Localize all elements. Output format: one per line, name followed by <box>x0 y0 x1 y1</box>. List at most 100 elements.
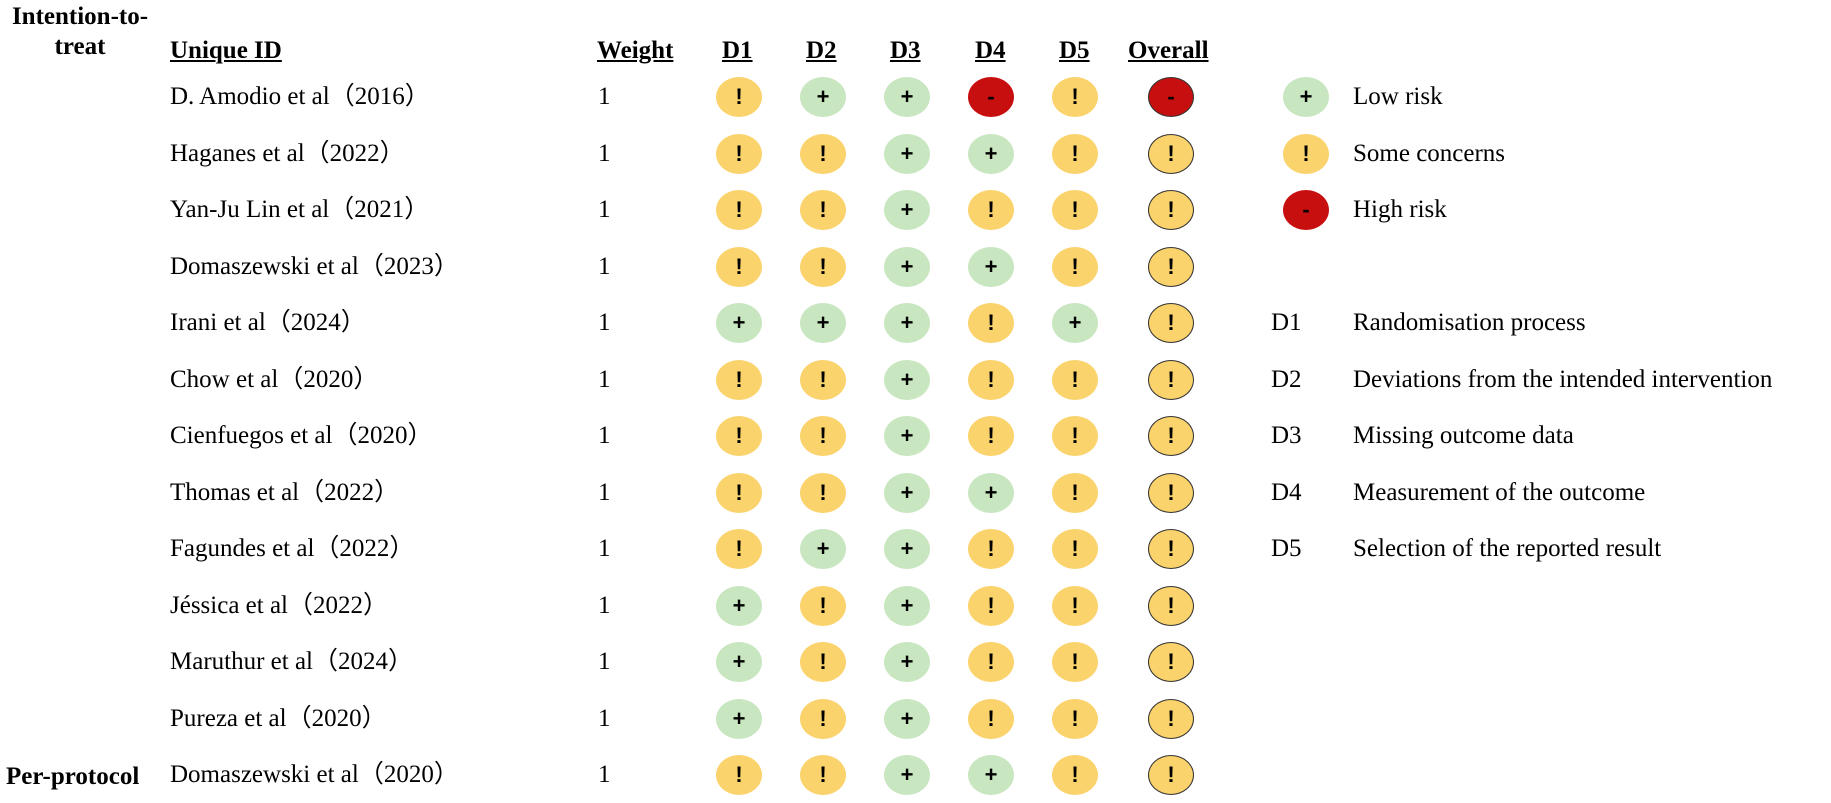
risk-dot-d5: ! <box>1052 133 1098 174</box>
risk-dot-d1: + <box>716 585 762 626</box>
risk-dot-d5: ! <box>1052 585 1098 626</box>
domain-label: Selection of the reported result <box>1353 535 1662 562</box>
study-name: Domaszewski et al（2020） <box>170 761 459 788</box>
risk-dot-d4: ! <box>968 698 1014 739</box>
risk-dot-d2: ! <box>800 246 846 287</box>
risk-dot-d4: + <box>968 133 1014 174</box>
risk-dot-d3: + <box>884 472 930 513</box>
domain-label: Randomisation process <box>1353 309 1586 336</box>
risk-dot-overall: ! <box>1148 642 1194 682</box>
study-weight: 1 <box>598 252 611 280</box>
study-name: Jéssica et al（2022） <box>170 591 389 619</box>
study-weight: 1 <box>598 365 611 393</box>
risk-dot-d1: ! <box>716 77 762 117</box>
risk-dot-d5: ! <box>1052 416 1098 456</box>
study-weight: 1 <box>598 648 611 675</box>
risk-dot-overall: ! <box>1148 246 1194 287</box>
domain-code: D3 <box>1271 422 1302 449</box>
risk-dot-d2: + <box>800 77 846 117</box>
legend-low-dot: + <box>1283 77 1329 117</box>
domain-code: D2 <box>1271 365 1302 393</box>
risk-dot-d2: ! <box>800 642 846 682</box>
risk-dot-overall: ! <box>1148 755 1194 795</box>
study-weight: 1 <box>598 309 611 336</box>
risk-dot-overall: - <box>1148 77 1194 117</box>
risk-dot-d5: + <box>1052 303 1098 343</box>
header-d2: D2 <box>806 37 837 64</box>
study-name: Yan-Ju Lin et al（2021） <box>170 196 430 223</box>
risk-dot-overall: ! <box>1148 303 1194 343</box>
risk-dot-overall: ! <box>1148 529 1194 569</box>
risk-dot-d4: ! <box>968 642 1014 682</box>
risk-dot-d2: ! <box>800 190 846 230</box>
risk-dot-d2: ! <box>800 133 846 174</box>
study-name: Cienfuegos et al（2020） <box>170 422 433 449</box>
risk-dot-d3: + <box>884 303 930 343</box>
risk-dot-d4: ! <box>968 190 1014 230</box>
study-weight: 1 <box>598 535 611 562</box>
study-name: Thomas et al（2022） <box>170 478 400 506</box>
legend-some-dot: ! <box>1283 133 1329 174</box>
risk-dot-d3: + <box>884 246 930 287</box>
risk-dot-d5: ! <box>1052 698 1098 739</box>
risk-dot-d2: + <box>800 529 846 569</box>
risk-dot-d5: ! <box>1052 642 1098 682</box>
risk-dot-d4: - <box>968 77 1014 117</box>
risk-dot-overall: ! <box>1148 359 1194 400</box>
risk-dot-d2: ! <box>800 698 846 739</box>
group-label-intention-to-treat: Intention-to- treat <box>11 3 149 60</box>
risk-dot-d4: ! <box>968 529 1014 569</box>
risk-dot-d4: ! <box>968 585 1014 626</box>
risk-dot-overall: ! <box>1148 190 1194 230</box>
risk-dot-d3: + <box>884 585 930 626</box>
legend-low-label: Low risk <box>1353 83 1443 110</box>
header-d1: D1 <box>722 37 753 64</box>
risk-dot-d1: + <box>716 698 762 739</box>
header-d4: D4 <box>975 37 1006 64</box>
risk-dot-d5: ! <box>1052 77 1098 117</box>
group-label-per-protocol: Per-protocol <box>6 763 140 790</box>
risk-dot-d1: ! <box>716 416 762 456</box>
risk-dot-d5: ! <box>1052 529 1098 569</box>
domain-code: D5 <box>1271 535 1302 562</box>
risk-dot-d1: ! <box>716 190 762 230</box>
risk-dot-d3: + <box>884 359 930 400</box>
risk-dot-d3: + <box>884 529 930 569</box>
study-name: Fagundes et al（2022） <box>170 535 415 562</box>
risk-dot-d4: ! <box>968 416 1014 456</box>
risk-dot-d2: ! <box>800 755 846 795</box>
risk-dot-d3: + <box>884 77 930 117</box>
risk-dot-d1: ! <box>716 359 762 400</box>
header-d5: D5 <box>1059 37 1090 64</box>
risk-dot-d4: + <box>968 755 1014 795</box>
study-name: Pureza et al（2020） <box>170 704 387 732</box>
risk-dot-d3: + <box>884 416 930 456</box>
risk-dot-d3: + <box>884 698 930 739</box>
header-unique-id: Unique ID <box>170 37 282 64</box>
risk-dot-d5: ! <box>1052 359 1098 400</box>
risk-dot-d5: ! <box>1052 246 1098 287</box>
study-weight: 1 <box>598 422 611 449</box>
domain-label: Measurement of the outcome <box>1353 478 1646 506</box>
risk-dot-d4: + <box>968 246 1014 287</box>
domain-label: Missing outcome data <box>1353 422 1574 449</box>
header-weight: Weight <box>597 37 674 64</box>
risk-dot-d5: ! <box>1052 472 1098 513</box>
risk-dot-overall: ! <box>1148 585 1194 626</box>
risk-dot-d1: ! <box>716 246 762 287</box>
risk-dot-overall: ! <box>1148 698 1194 739</box>
domain-label: Deviations from the intended interventio… <box>1353 365 1773 393</box>
header-d3: D3 <box>890 37 921 64</box>
risk-dot-overall: ! <box>1148 472 1194 513</box>
header-overall: Overall <box>1128 37 1209 64</box>
domain-code: D4 <box>1271 478 1302 506</box>
study-name: Haganes et al（2022） <box>170 139 405 167</box>
study-weight: 1 <box>598 704 611 732</box>
study-name: Irani et al（2024） <box>170 309 366 336</box>
legend-high-label: High risk <box>1353 196 1447 223</box>
risk-dot-d2: ! <box>800 416 846 456</box>
risk-dot-d2: ! <box>800 585 846 626</box>
study-weight: 1 <box>598 83 611 110</box>
study-name: Chow et al（2020） <box>170 365 379 393</box>
risk-dot-d4: ! <box>968 303 1014 343</box>
